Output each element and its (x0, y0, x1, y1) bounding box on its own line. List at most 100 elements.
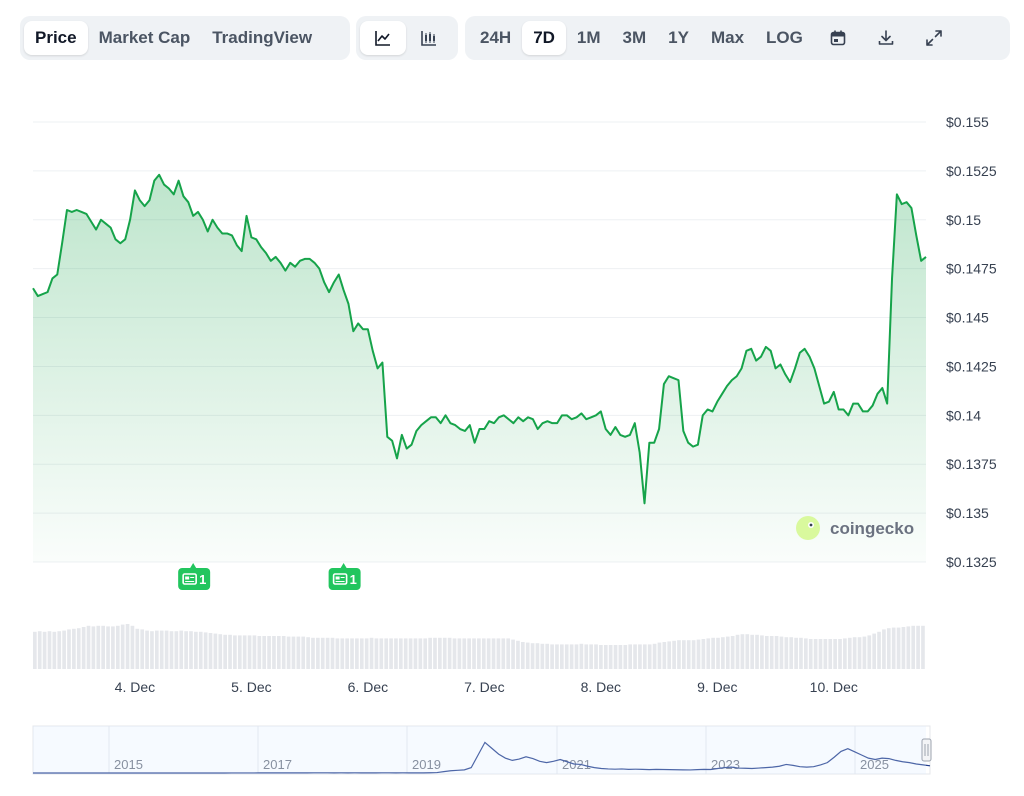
time-range-navigator[interactable]: 2015 2017 2019 2021 2023 2025 (32, 725, 932, 775)
navigator-handle[interactable] (921, 738, 932, 762)
range-1y[interactable]: 1Y (668, 28, 689, 47)
volume-bar (667, 641, 672, 669)
y-tick-label: $0.14 (946, 407, 981, 423)
range-group: 24H 7D 1M 3M 1Y Max LOG (465, 16, 1010, 60)
volume-bar (823, 639, 828, 669)
tab-market-cap[interactable]: Market Cap (98, 28, 191, 47)
volume-bar (579, 643, 584, 669)
volume-bar (725, 636, 730, 669)
volume-bar (198, 631, 203, 669)
volume-bar (706, 638, 711, 669)
tab-tradingview[interactable]: TradingView (212, 28, 313, 47)
volume-bar (355, 638, 359, 669)
volume-bar (62, 630, 66, 669)
volume-bar (711, 637, 715, 669)
download-button[interactable] (862, 21, 910, 55)
volume-bar (291, 636, 296, 669)
candlestick-chart-icon (419, 28, 439, 48)
volume-bar (374, 638, 379, 669)
volume-bar (545, 643, 550, 669)
range-24h[interactable]: 24H (480, 28, 512, 47)
volume-bar (477, 638, 481, 669)
volume-bar (560, 644, 564, 669)
volume-bar (140, 629, 145, 669)
volume-bar (184, 631, 188, 669)
volume-bar (686, 640, 691, 669)
range-7d[interactable]: 7D (522, 21, 566, 55)
volume-bar (906, 626, 911, 669)
volume-bar (750, 634, 755, 669)
volume-bar (174, 631, 179, 669)
range-1m[interactable]: 1M (576, 28, 601, 47)
volume-bar (472, 638, 476, 669)
line-chart-button[interactable] (360, 21, 406, 55)
volume-bar (276, 636, 281, 669)
volume-bar (52, 631, 57, 669)
y-tick-label: $0.155 (946, 114, 989, 130)
line-chart-icon (373, 28, 393, 48)
volume-bar (384, 638, 389, 669)
volume-bar (867, 635, 872, 669)
volume-bar (194, 631, 198, 669)
volume-bar (628, 644, 633, 669)
volume-bar (633, 644, 637, 669)
y-tick-label: $0.1525 (946, 163, 997, 179)
volume-bar (735, 634, 740, 669)
volume-bar (921, 625, 925, 669)
volume-bar (442, 637, 447, 669)
volume-bar (164, 630, 169, 669)
volume-bar (638, 644, 642, 669)
volume-bar (301, 636, 306, 669)
coingecko-logo-icon (796, 516, 820, 540)
volume-bar (423, 638, 428, 669)
volume-bar (618, 645, 623, 669)
volume-bar (86, 625, 91, 669)
navigator-line (33, 741, 931, 774)
calendar-button[interactable] (814, 21, 862, 55)
volume-bar (189, 631, 193, 669)
x-tick-label: 8. Dec (581, 679, 621, 695)
volume-bar (691, 640, 696, 669)
volume-bar (730, 636, 735, 669)
news-marker[interactable]: 1 (178, 563, 211, 590)
volume-bar (755, 634, 759, 669)
news-count: 1 (350, 572, 357, 587)
volume-bar (857, 637, 862, 669)
volume-bar (345, 638, 349, 669)
navigator-year-label: 2019 (412, 757, 441, 772)
volume-bar (511, 639, 515, 669)
volume-bar (569, 644, 574, 669)
volume-bar (359, 638, 364, 669)
price-line[interactable] (32, 173, 927, 505)
volume-bar (135, 628, 140, 669)
tab-price[interactable]: Price (24, 21, 88, 55)
range-max[interactable]: Max (710, 28, 745, 47)
volume-bar (467, 638, 471, 669)
volume-bar (784, 637, 789, 669)
volume-bar (452, 638, 457, 669)
volume-bar (203, 632, 208, 669)
navigator-selection[interactable] (33, 726, 926, 774)
download-icon (877, 29, 895, 47)
volume-bar (847, 637, 852, 669)
volume-bar (457, 638, 462, 669)
volume-bar (652, 643, 657, 669)
volume-bar (525, 642, 530, 669)
volume-bar (520, 642, 525, 669)
chart-type-group (356, 16, 458, 60)
volume-bar (696, 639, 701, 669)
volume-bar (33, 631, 37, 669)
range-log[interactable]: LOG (766, 28, 803, 47)
volume-bar (516, 640, 520, 669)
volume-bar (179, 630, 184, 669)
expand-button[interactable] (910, 21, 958, 55)
x-tick-label: 4. Dec (115, 679, 155, 695)
candlestick-chart-button[interactable] (406, 21, 452, 55)
range-3m[interactable]: 3M (622, 28, 647, 47)
news-marker[interactable]: 1 (328, 563, 361, 590)
volume-bar (447, 637, 452, 669)
newspaper-icon (182, 573, 197, 585)
volume-bar (769, 636, 774, 669)
